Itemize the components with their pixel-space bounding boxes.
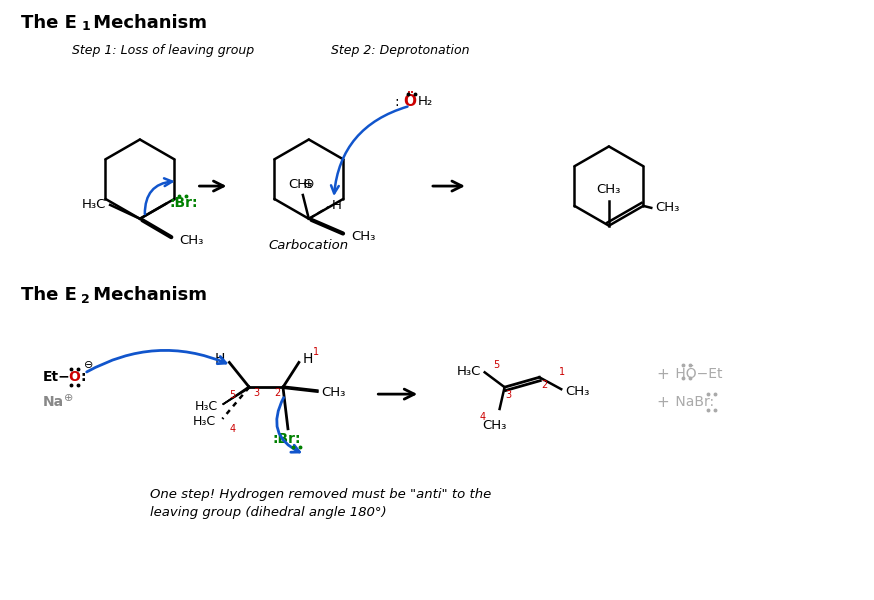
Text: Step 1: Loss of leaving group: Step 1: Loss of leaving group bbox=[73, 44, 254, 57]
Text: One step! Hydrogen removed must be "anti" to the
leaving group (dihedral angle 1: One step! Hydrogen removed must be "anti… bbox=[149, 488, 491, 519]
Text: +: + bbox=[656, 395, 669, 410]
Text: ⊕: ⊕ bbox=[65, 393, 73, 403]
Text: 4: 4 bbox=[480, 412, 486, 422]
Text: 2: 2 bbox=[541, 380, 548, 390]
Text: ⊕: ⊕ bbox=[303, 177, 315, 191]
Text: :: : bbox=[395, 95, 405, 109]
Text: CH₃: CH₃ bbox=[597, 183, 621, 196]
Text: H₃C: H₃C bbox=[456, 365, 481, 378]
Text: CH₃: CH₃ bbox=[656, 202, 680, 214]
Text: :Br:: :Br: bbox=[273, 432, 302, 446]
Text: HÖ−Et: HÖ−Et bbox=[671, 367, 723, 382]
Text: Et−: Et− bbox=[43, 370, 70, 384]
Text: H: H bbox=[331, 199, 342, 212]
Text: :: : bbox=[80, 370, 86, 384]
Text: CH₃: CH₃ bbox=[351, 230, 376, 243]
Text: 1: 1 bbox=[313, 347, 319, 356]
Text: +: + bbox=[656, 367, 669, 382]
Text: CH₃: CH₃ bbox=[565, 385, 590, 398]
Text: The E: The E bbox=[21, 286, 77, 304]
Text: Na: Na bbox=[43, 395, 64, 409]
Text: Mechanism: Mechanism bbox=[87, 286, 207, 304]
Text: Mechanism: Mechanism bbox=[87, 14, 207, 32]
Text: The E: The E bbox=[21, 14, 77, 32]
Text: 5: 5 bbox=[229, 390, 236, 400]
Text: NaBr:: NaBr: bbox=[671, 395, 715, 409]
Text: Ö: Ö bbox=[403, 94, 416, 109]
Text: :Br:: :Br: bbox=[170, 196, 198, 210]
Text: H: H bbox=[303, 352, 313, 367]
Text: CH₃: CH₃ bbox=[322, 386, 346, 398]
Text: Carbocation: Carbocation bbox=[269, 239, 349, 252]
Text: Step 2: Deprotonation: Step 2: Deprotonation bbox=[330, 44, 469, 57]
Text: 1: 1 bbox=[559, 367, 565, 377]
Text: CH₃: CH₃ bbox=[482, 419, 507, 432]
Text: H₃C: H₃C bbox=[82, 199, 106, 211]
Text: 1: 1 bbox=[81, 20, 90, 33]
Text: H: H bbox=[215, 352, 225, 367]
Text: ⊖: ⊖ bbox=[84, 361, 94, 370]
Text: H₃C: H₃C bbox=[192, 415, 215, 428]
Text: O: O bbox=[68, 370, 80, 384]
Text: H₂: H₂ bbox=[418, 95, 434, 109]
Text: 4: 4 bbox=[229, 424, 235, 434]
Text: 2: 2 bbox=[81, 293, 90, 305]
Text: H₃C: H₃C bbox=[194, 401, 218, 413]
Text: CH₃: CH₃ bbox=[180, 234, 204, 247]
Text: 5: 5 bbox=[494, 361, 500, 370]
Text: CH₃: CH₃ bbox=[288, 178, 313, 191]
Text: 2: 2 bbox=[274, 388, 281, 398]
Text: 3: 3 bbox=[505, 390, 511, 400]
Text: 3: 3 bbox=[253, 388, 260, 398]
